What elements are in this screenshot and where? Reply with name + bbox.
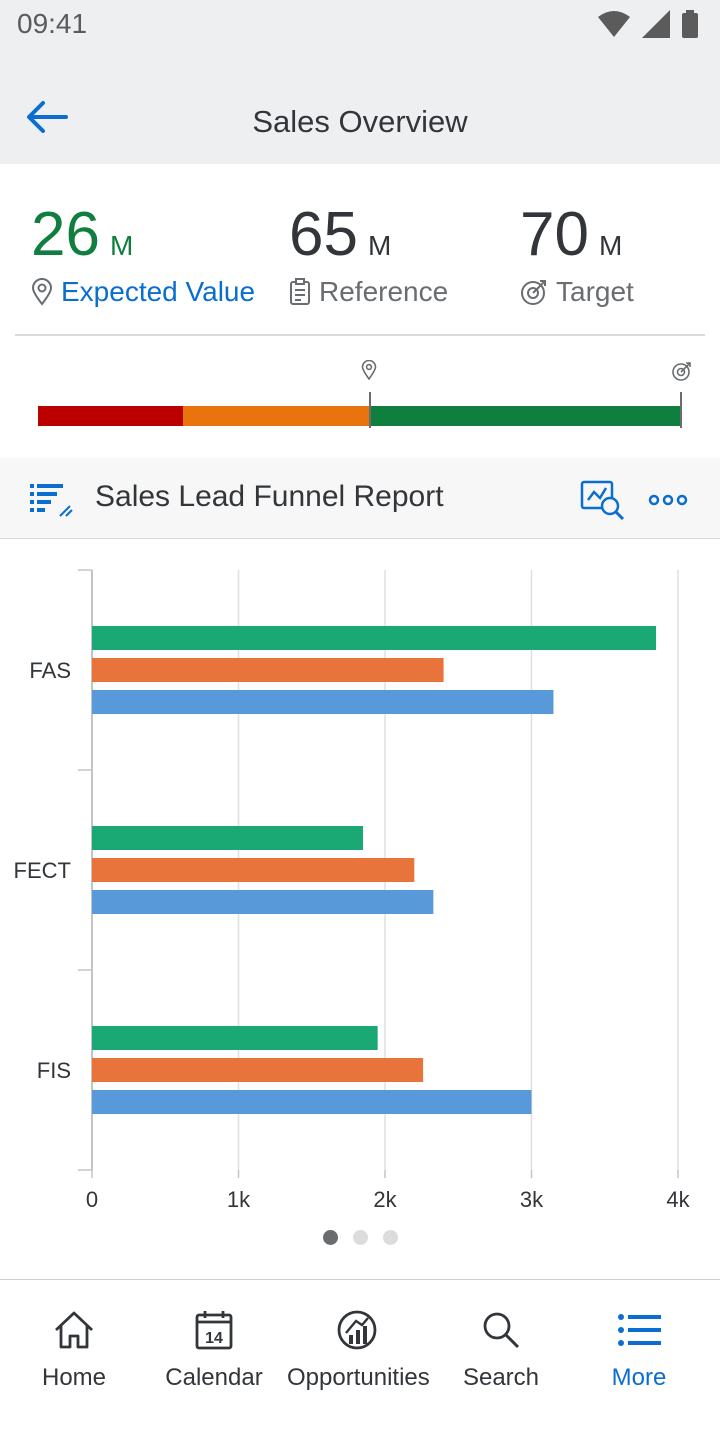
bar [92,890,434,914]
category-label: FECT [14,858,71,883]
clipboard-icon [290,278,310,305]
target-icon [672,362,691,381]
tab-label: Home [41,1364,107,1391]
bar [92,826,364,850]
expected-value-marker [369,392,371,428]
funnel-report-icon [30,484,73,517]
chart-svg: 0 1k 2k 3k 4k FAS FECT FIS [14,569,691,1212]
kpi-label: Expected Value [61,276,256,307]
list-icon [618,1314,661,1346]
status-time: 09:41 [17,8,88,39]
back-arrow-icon[interactable] [26,100,68,134]
kpi-unit: M [367,230,392,261]
battery-icon [682,10,698,38]
x-tick-label: 1k [227,1187,251,1212]
page-dot[interactable] [322,1230,338,1245]
opportunities-icon [337,1310,377,1350]
divider [15,334,705,336]
card-header: Sales Lead Funnel Report [0,458,720,539]
kpi-expected-value[interactable]: 26 M Expected Value [31,200,255,308]
page-title: Sales Overview [252,104,468,139]
app-bar: Sales Overview [0,48,720,164]
status-bar: 09:41 [0,0,720,48]
home-icon [55,1311,93,1349]
wifi-icon [598,11,630,37]
kpi-label: Target [556,276,634,307]
bar [92,1058,424,1082]
x-tick-label: 4k [666,1187,690,1212]
bottom-tab-bar: Home 14 Calendar Opportunities Search Mo… [0,1279,720,1441]
bar [92,858,415,882]
kpi-label: Reference [319,276,449,307]
more-options-icon[interactable] [648,494,688,506]
kpi-value: 26 [31,200,100,269]
bullet-segment-green [370,406,682,426]
kpi-value: 70 [520,200,589,269]
search-icon [483,1312,520,1349]
bar [92,626,657,650]
status-icons [598,10,698,38]
kpi-section: 26 M Expected Value 65 M Reference 70 M Tar… [0,164,720,334]
tab-label: Opportunities [287,1364,430,1391]
location-pin-icon [31,278,53,306]
kpi-value: 65 [289,200,358,269]
category-label: FAS [29,658,71,683]
tab-opportunities[interactable]: Opportunities [287,1306,430,1392]
target-marker [680,392,682,428]
page-dot[interactable] [382,1230,398,1245]
bar [92,1090,532,1114]
calendar-day: 14 [205,1330,223,1347]
tab-label: More [611,1364,667,1391]
x-tick-label: 2k [373,1187,397,1212]
signal-icon [642,10,670,38]
tab-more[interactable]: More [569,1306,709,1392]
category-label: FIS [37,1058,71,1083]
target-icon [521,280,546,305]
bar [92,658,444,682]
kpi-reference[interactable]: 65 M Reference [289,200,448,308]
card-title: Sales Lead Funnel Report [95,480,444,513]
chart-zoom-icon[interactable] [580,480,626,520]
page-indicator [0,1230,720,1250]
x-tick-label: 0 [86,1187,98,1212]
calendar-icon: 14 [195,1311,233,1350]
bullet-segment-red [38,406,183,426]
bullet-segment-orange [183,406,370,426]
tab-calendar[interactable]: 14 Calendar [144,1306,284,1392]
kpi-unit: M [598,230,623,261]
tab-label: Search [462,1364,540,1391]
bullet-chart [0,336,720,456]
x-tick-label: 3k [520,1187,544,1212]
kpi-target[interactable]: 70 M Target [520,200,634,308]
tab-label: Calendar [165,1364,263,1391]
location-pin-icon [361,360,377,380]
bar [92,1026,378,1050]
page-dot[interactable] [352,1230,368,1245]
sales-lead-funnel-chart: 0 1k 2k 3k 4k FAS FECT FIS [0,540,720,1220]
kpi-unit: M [109,230,134,261]
bar [92,690,554,714]
tab-home[interactable]: Home [4,1306,144,1392]
tab-search[interactable]: Search [431,1306,571,1392]
